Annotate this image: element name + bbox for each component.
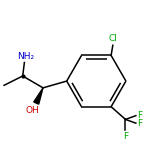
Text: F: F: [123, 132, 128, 141]
Text: OH: OH: [25, 106, 39, 116]
Text: NH₂: NH₂: [17, 52, 34, 61]
Text: F: F: [138, 111, 143, 120]
Text: F: F: [138, 119, 143, 128]
Text: Cl: Cl: [108, 34, 117, 43]
Polygon shape: [34, 88, 43, 104]
